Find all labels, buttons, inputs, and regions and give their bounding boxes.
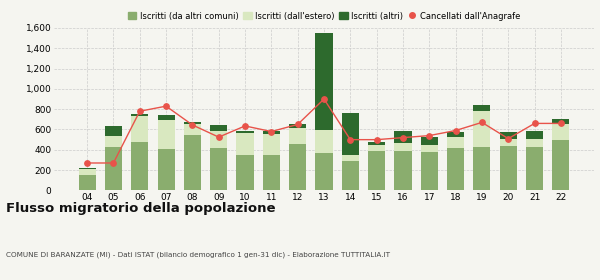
Bar <box>263 155 280 190</box>
Bar <box>342 162 359 190</box>
Bar <box>316 32 332 130</box>
Bar <box>500 139 517 146</box>
Bar <box>368 151 385 190</box>
Bar <box>447 132 464 137</box>
Point <box>266 129 276 134</box>
Point <box>319 97 329 101</box>
Text: COMUNE DI BARANZATE (MI) - Dati ISTAT (bilancio demografico 1 gen-31 dic) - Elab: COMUNE DI BARANZATE (MI) - Dati ISTAT (b… <box>6 252 390 258</box>
Bar <box>394 143 412 151</box>
Point <box>135 109 145 113</box>
Point <box>188 123 197 127</box>
Bar <box>79 175 95 190</box>
Bar <box>500 146 517 190</box>
Bar <box>526 147 543 190</box>
Bar <box>236 155 254 190</box>
Bar <box>210 125 227 131</box>
Bar <box>342 155 359 162</box>
Text: Flusso migratorio della popolazione: Flusso migratorio della popolazione <box>6 202 275 214</box>
Point <box>372 137 382 142</box>
Bar <box>263 130 280 134</box>
Bar <box>394 130 412 143</box>
Bar <box>79 167 95 169</box>
Bar <box>394 151 412 190</box>
Bar <box>368 142 385 145</box>
Point <box>477 120 487 125</box>
Bar <box>526 139 543 147</box>
Bar <box>236 133 254 155</box>
Point <box>293 122 302 127</box>
Bar <box>158 120 175 149</box>
Point <box>503 136 513 141</box>
Point <box>451 128 460 133</box>
Legend: Iscritti (da altri comuni), Iscritti (dall'estero), Iscritti (altri), Cancellati: Iscritti (da altri comuni), Iscritti (da… <box>128 11 520 21</box>
Bar <box>131 142 148 190</box>
Bar <box>473 105 490 111</box>
Bar <box>473 147 490 190</box>
Bar <box>105 147 122 190</box>
Bar <box>158 149 175 190</box>
Point <box>82 161 92 165</box>
Bar <box>473 111 490 147</box>
Bar <box>553 119 569 124</box>
Bar <box>500 132 517 139</box>
Point <box>556 121 566 126</box>
Bar <box>421 137 438 145</box>
Bar <box>158 115 175 120</box>
Point <box>240 124 250 128</box>
Bar <box>184 135 201 190</box>
Bar <box>105 126 122 136</box>
Bar <box>131 114 148 116</box>
Bar <box>289 144 306 190</box>
Bar <box>447 137 464 148</box>
Bar <box>447 148 464 190</box>
Bar <box>316 153 332 190</box>
Point <box>161 104 171 108</box>
Bar <box>184 124 201 135</box>
Bar <box>553 140 569 190</box>
Bar <box>316 130 332 153</box>
Bar <box>210 148 227 190</box>
Bar <box>263 134 280 155</box>
Bar <box>184 122 201 124</box>
Bar <box>421 145 438 152</box>
Bar <box>236 130 254 133</box>
Bar <box>105 136 122 147</box>
Bar <box>289 129 306 144</box>
Point <box>530 121 539 126</box>
Point <box>424 133 434 138</box>
Bar <box>421 152 438 190</box>
Bar <box>289 124 306 129</box>
Bar <box>553 124 569 140</box>
Point <box>214 135 224 139</box>
Point <box>398 136 408 140</box>
Bar <box>526 130 543 139</box>
Point <box>109 161 118 165</box>
Bar <box>79 169 95 175</box>
Bar <box>342 113 359 155</box>
Bar <box>368 145 385 151</box>
Point <box>346 137 355 142</box>
Bar <box>210 131 227 148</box>
Bar <box>131 116 148 142</box>
